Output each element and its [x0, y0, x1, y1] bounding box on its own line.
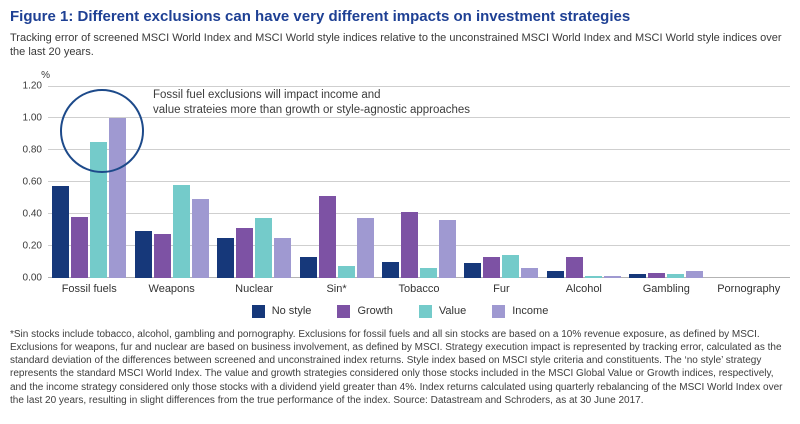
- bar-income: [356, 218, 374, 278]
- bar-groups-layer: [48, 86, 790, 278]
- legend-swatch: [492, 304, 506, 318]
- y-axis-unit-label: %: [41, 69, 50, 81]
- bar-no-style: [52, 186, 70, 278]
- legend-label: Income: [512, 305, 549, 318]
- bar-value: [172, 184, 190, 278]
- bar-group-fossil-fuels: [48, 86, 130, 278]
- bar-value: [90, 141, 108, 278]
- y-tick-label: 0.40: [22, 208, 42, 220]
- bar-group-sin-: [295, 86, 377, 278]
- annotation-line-1: Fossil fuel exclusions will impact incom…: [153, 88, 381, 101]
- category-label: Gambling: [642, 282, 690, 295]
- y-tick-label: 0.80: [22, 144, 42, 156]
- figure-title: Figure 1: Different exclusions can have …: [10, 8, 631, 25]
- bar-group-fur: [460, 86, 542, 278]
- annotation-circle: [60, 88, 144, 173]
- bar-growth: [236, 228, 254, 278]
- legend-label: No style: [271, 305, 312, 318]
- legend-item-income: Income: [492, 304, 549, 318]
- bar-no-style: [299, 256, 317, 278]
- plot-area: Fossil fuel exclusions will impact incom…: [48, 85, 790, 279]
- category-label: Fur: [493, 282, 510, 295]
- bar-no-style: [134, 231, 152, 278]
- bar-no-style: [381, 261, 399, 278]
- category-label: Pornography: [717, 282, 781, 295]
- legend-label: Growth: [357, 305, 393, 318]
- x-axis-labels: Fossil fuels Weapons Nuclear Sin* Tobacco Fur…: [48, 283, 790, 295]
- bar-value: [584, 276, 602, 278]
- gridline: [48, 117, 790, 119]
- bar-income: [438, 220, 456, 278]
- bar-income: [521, 268, 539, 278]
- y-tick-label: 0.60: [22, 176, 42, 188]
- bar-group-tobacco: [378, 86, 460, 278]
- category-label: Sin*: [326, 282, 347, 295]
- bar-group-pornography: [708, 86, 790, 278]
- legend-item-growth: Growth: [337, 304, 393, 318]
- legend-swatch: [251, 304, 265, 318]
- bar-no-style: [546, 271, 564, 278]
- figure-footnote: *Sin stocks include tobacco, alcohol, ga…: [10, 328, 783, 407]
- gridline: [48, 245, 790, 247]
- gridline: [48, 149, 790, 151]
- legend-item-no-style: No style: [251, 304, 312, 318]
- bar-growth: [648, 272, 666, 278]
- gridline: [48, 85, 790, 87]
- category-label: Alcohol: [565, 282, 602, 295]
- legend-label: Value: [438, 305, 467, 318]
- y-tick-label: 0.00: [22, 272, 42, 284]
- bar-value: [255, 218, 273, 278]
- bar-value: [502, 255, 520, 278]
- bar-growth: [318, 196, 336, 278]
- y-tick-label: 1.00: [22, 112, 42, 124]
- bar-value: [667, 274, 685, 278]
- chart-legend: No style Growth Value Income: [10, 304, 790, 318]
- bar-group-alcohol: [543, 86, 625, 278]
- annotation-line-2: value strateies more than growth or styl…: [153, 103, 471, 116]
- gridline: [48, 181, 790, 183]
- bar-income: [603, 276, 621, 278]
- bar-growth: [565, 256, 583, 278]
- legend-swatch: [418, 304, 432, 318]
- y-tick-label: 0.20: [22, 240, 42, 252]
- y-axis: 1.20 1.00 0.80 0.60 0.40 0.20 0.00: [10, 80, 48, 283]
- bar-income: [191, 199, 209, 278]
- y-tick-label: 1.20: [22, 80, 42, 92]
- bar-income: [274, 237, 292, 278]
- bar-group-weapons: [130, 86, 212, 278]
- bar-group-gambling: [625, 86, 707, 278]
- x-axis-baseline: [48, 277, 790, 279]
- bar-growth: [483, 256, 501, 278]
- bar-growth: [400, 212, 418, 278]
- bar-chart: % 1.20 1.00 0.80 0.60 0.40 0.20 0.00 Fossil fu…: [10, 70, 790, 283]
- annotation-text: Fossil fuel exclusions will impact incom…: [153, 88, 470, 118]
- figure-subtitle: Tracking error of screened MSCI World In…: [10, 32, 782, 59]
- bar-income: [686, 271, 704, 278]
- category-label: Nuclear: [235, 282, 274, 295]
- bar-value: [337, 266, 355, 278]
- category-label: Weapons: [148, 282, 195, 295]
- bar-group-nuclear: [213, 86, 295, 278]
- gridline: [48, 213, 790, 215]
- bar-growth: [71, 216, 89, 278]
- legend-swatch: [337, 304, 351, 318]
- bar-value: [419, 268, 437, 278]
- bar-growth: [153, 234, 171, 278]
- bar-no-style: [217, 237, 235, 278]
- bar-no-style: [464, 263, 482, 278]
- bar-no-style: [629, 274, 647, 278]
- category-label: Fossil fuels: [61, 282, 117, 295]
- category-label: Tobacco: [398, 282, 440, 295]
- legend-item-value: Value: [418, 304, 467, 318]
